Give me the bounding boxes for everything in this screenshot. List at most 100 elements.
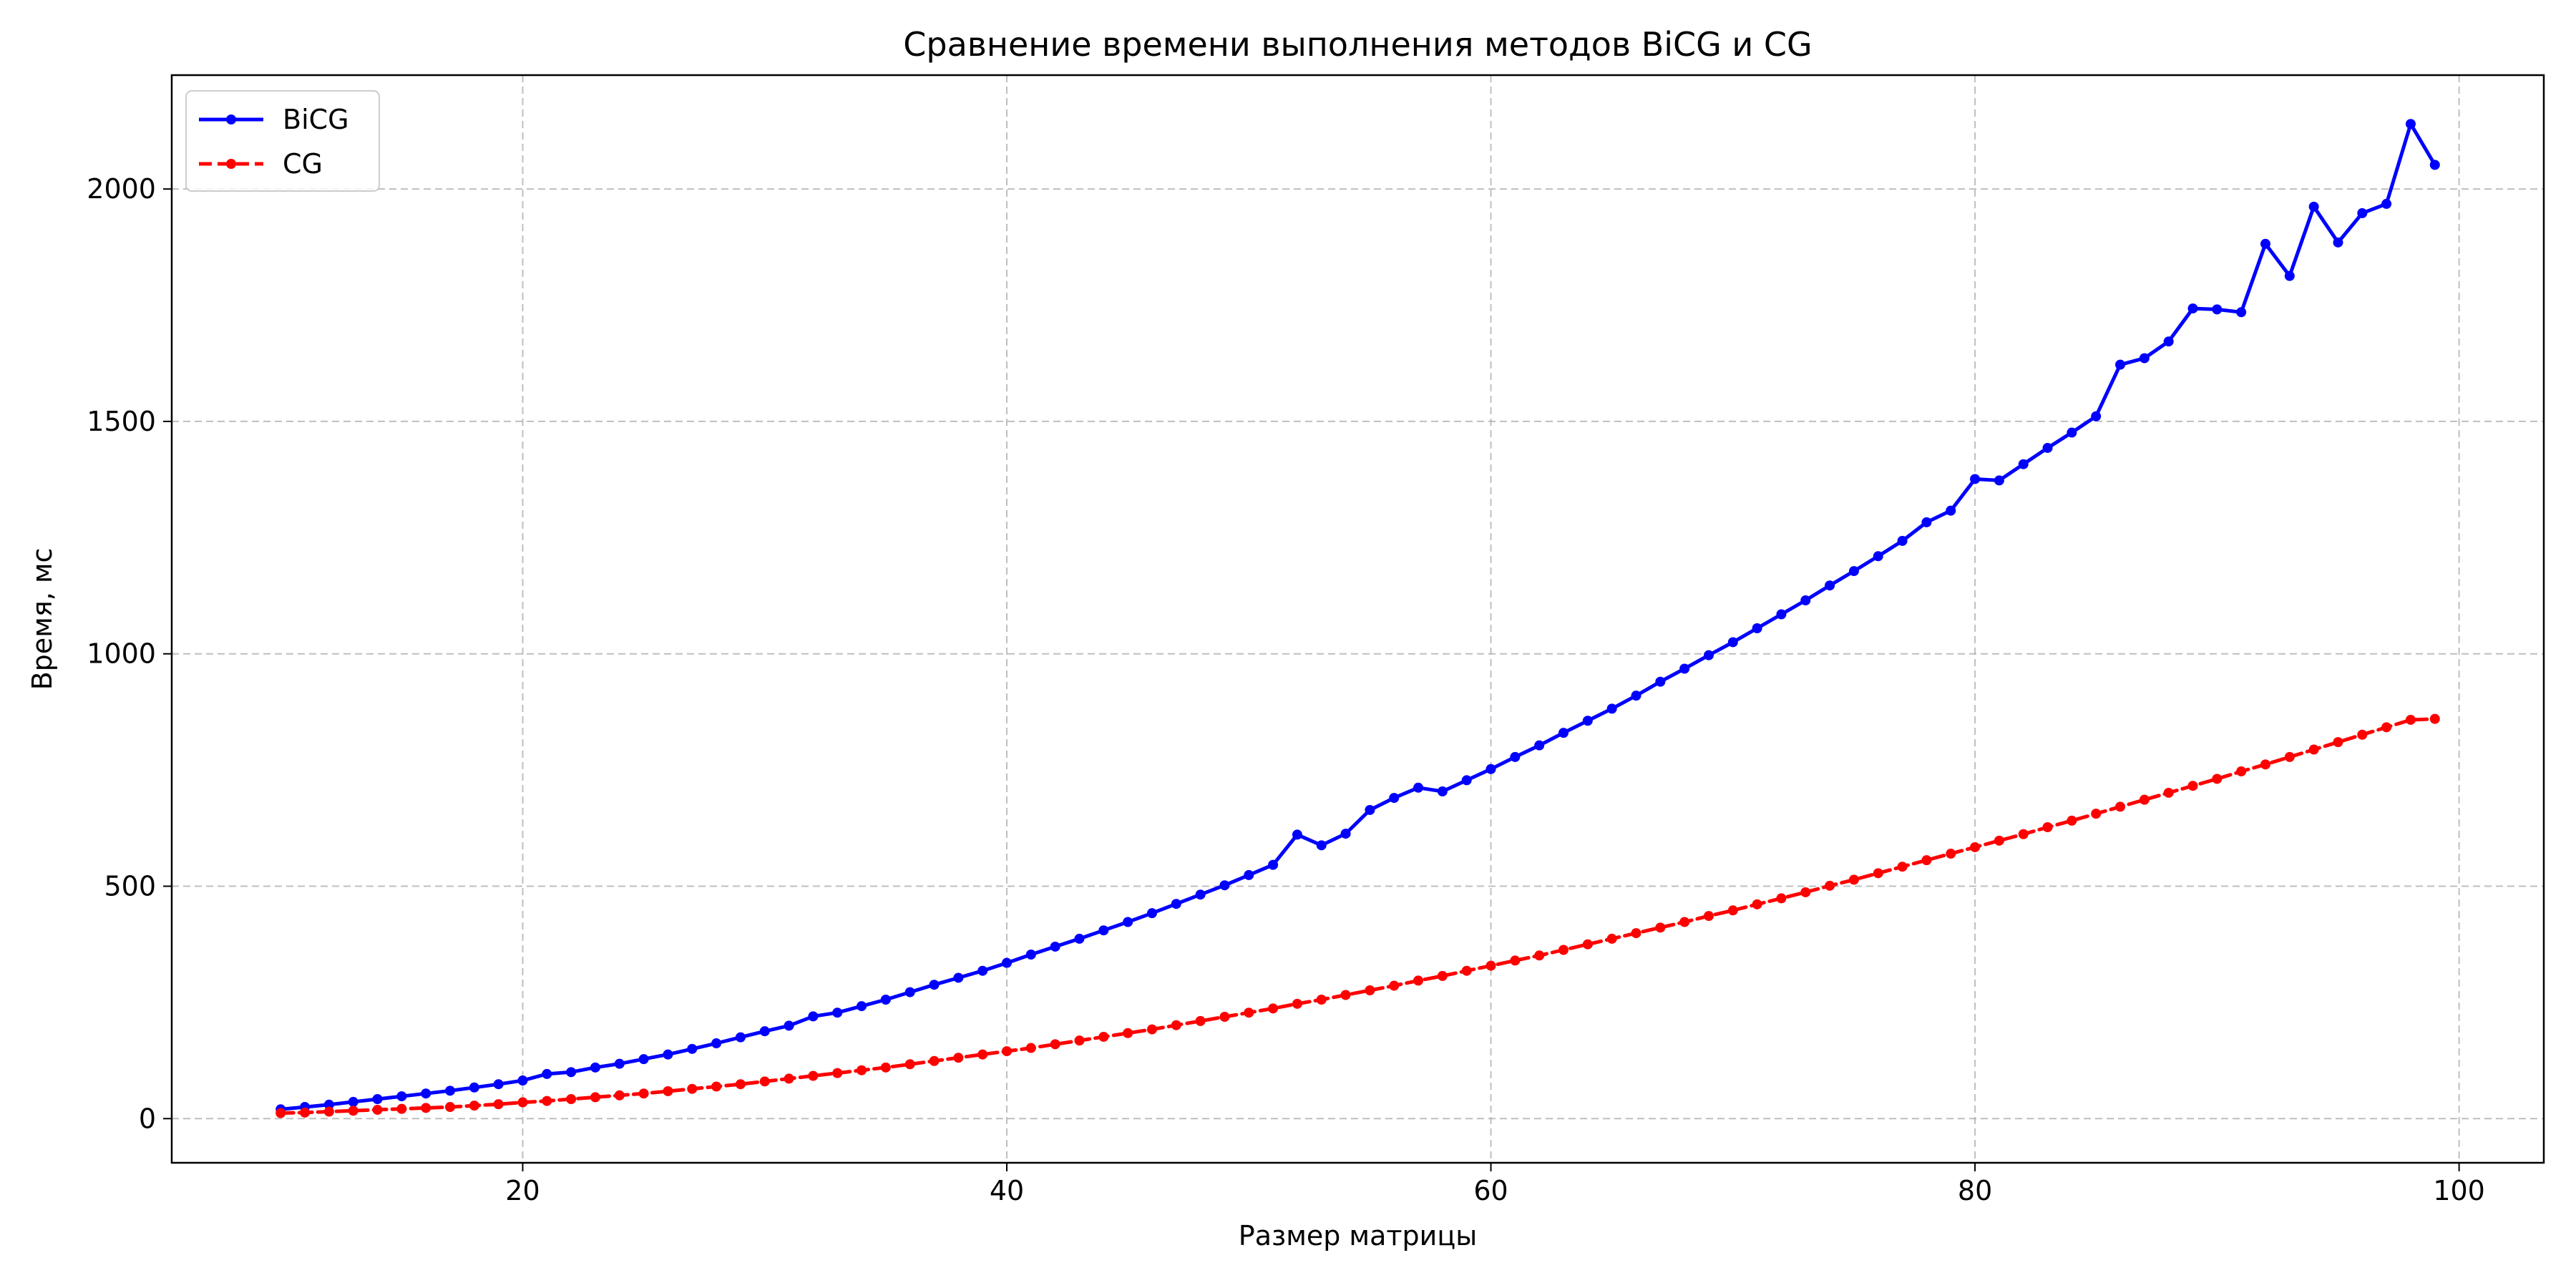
data-point-cg — [759, 1076, 770, 1087]
data-point-cg — [1776, 893, 1787, 904]
data-point-cg — [1268, 1003, 1279, 1014]
plot-frame — [170, 74, 2545, 1164]
legend-marker-cg — [226, 159, 236, 169]
legend-label-bicg: BiCG — [283, 104, 349, 135]
data-point-bicg — [1074, 933, 1085, 944]
data-point-bicg — [1365, 804, 1375, 815]
data-point-cg — [2333, 737, 2343, 748]
data-point-bicg — [687, 1043, 698, 1054]
data-point-bicg — [517, 1075, 528, 1086]
data-point-bicg — [1316, 840, 1327, 851]
data-point-cg — [1752, 899, 1762, 909]
data-point-cg — [542, 1096, 552, 1106]
data-point-bicg — [1098, 925, 1109, 936]
legend-label-cg: CG — [283, 148, 323, 180]
data-point-bicg — [1485, 763, 1496, 774]
data-point-bicg — [1025, 949, 1036, 960]
data-point-bicg — [421, 1088, 431, 1099]
data-point-bicg — [1244, 869, 1254, 880]
data-point-bicg — [1800, 595, 1811, 606]
data-point-bicg — [2236, 307, 2247, 318]
data-point-cg — [1171, 1020, 1181, 1030]
data-point-bicg — [2139, 353, 2150, 364]
data-point-cg — [1340, 990, 1351, 1000]
data-point-cg — [1146, 1024, 1157, 1035]
data-point-bicg — [1146, 908, 1157, 919]
data-point-bicg — [1268, 859, 1279, 870]
data-point-bicg — [2381, 198, 2392, 209]
data-point-bicg — [2333, 237, 2343, 248]
data-point-cg — [421, 1103, 431, 1113]
data-point-bicg — [372, 1094, 383, 1105]
data-point-bicg — [614, 1058, 625, 1069]
data-point-bicg — [1461, 775, 1472, 786]
data-point-bicg — [1655, 676, 1666, 687]
x-tick-label: 100 — [2433, 1175, 2485, 1206]
data-point-bicg — [1897, 535, 1908, 546]
data-point-bicg — [1679, 663, 1690, 674]
data-point-cg — [1994, 835, 2004, 846]
data-point-bicg — [1727, 637, 1738, 648]
data-point-cg — [638, 1088, 649, 1099]
data-point-cg — [2187, 781, 2198, 791]
data-point-bicg — [2212, 304, 2223, 315]
data-point-cg — [517, 1097, 528, 1108]
data-point-cg — [323, 1106, 334, 1117]
data-point-bicg — [1921, 517, 1932, 527]
data-point-cg — [1606, 933, 1617, 944]
data-point-cg — [1679, 917, 1690, 927]
data-point-bicg — [711, 1038, 722, 1049]
data-point-bicg — [1994, 475, 2004, 486]
data-point-bicg — [2405, 119, 2416, 130]
data-point-bicg — [1970, 474, 1981, 484]
y-tick-label: 2000 — [87, 173, 156, 205]
data-point-bicg — [323, 1099, 334, 1110]
series-layer — [275, 119, 2440, 1118]
data-point-bicg — [2187, 303, 2198, 314]
y-tick-label: 1500 — [87, 406, 156, 437]
data-point-bicg — [2091, 411, 2102, 421]
data-point-cg — [1921, 855, 1932, 866]
data-point-cg — [977, 1049, 988, 1060]
data-point-cg — [566, 1094, 577, 1105]
data-point-bicg — [1703, 650, 1714, 660]
data-point-bicg — [857, 1001, 867, 1012]
data-point-cg — [1413, 975, 1424, 986]
data-point-bicg — [1558, 728, 1569, 738]
data-point-cg — [2308, 744, 2319, 755]
data-point-bicg — [566, 1067, 577, 1078]
data-point-cg — [1848, 874, 1859, 885]
data-point-cg — [1074, 1035, 1085, 1046]
data-point-cg — [2115, 801, 2126, 812]
data-point-bicg — [2260, 238, 2270, 249]
data-point-bicg — [2429, 160, 2440, 170]
data-point-bicg — [1437, 786, 1448, 796]
data-point-cg — [590, 1092, 600, 1103]
data-point-cg — [1631, 928, 1641, 939]
data-point-cg — [1002, 1046, 1013, 1057]
data-point-cg — [1219, 1012, 1230, 1023]
data-point-cg — [493, 1099, 504, 1110]
chart-title: Сравнение времени выполнения методов BiC… — [903, 25, 1812, 64]
data-point-bicg — [1510, 751, 1521, 762]
data-point-cg — [396, 1103, 407, 1114]
data-point-cg — [929, 1055, 940, 1066]
data-point-bicg — [542, 1068, 552, 1079]
data-point-cg — [2429, 713, 2440, 724]
data-point-bicg — [663, 1049, 673, 1060]
data-point-bicg — [2018, 459, 2029, 469]
x-tick-label: 80 — [1958, 1175, 1992, 1206]
data-point-cg — [1582, 939, 1593, 950]
x-axis-label: Размер матрицы — [1239, 1220, 1477, 1252]
data-point-cg — [904, 1059, 915, 1070]
data-point-cg — [880, 1062, 891, 1073]
data-point-cg — [2139, 794, 2150, 805]
data-point-bicg — [880, 995, 891, 1005]
x-tick-label: 60 — [1473, 1175, 1508, 1206]
data-point-bicg — [469, 1082, 479, 1093]
data-point-cg — [1825, 880, 1835, 891]
data-point-cg — [1244, 1008, 1254, 1018]
data-point-bicg — [1946, 505, 1956, 516]
data-point-bicg — [638, 1054, 649, 1065]
data-point-bicg — [1582, 716, 1593, 726]
